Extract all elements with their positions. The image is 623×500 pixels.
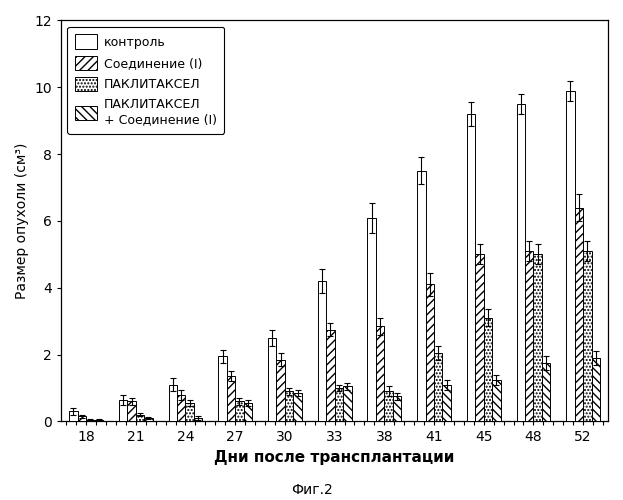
Legend: контроль, Соединение (I), ПАКЛИТАКСЕЛ, ПАКЛИТАКСЕЛ
+ Соединение (I): контроль, Соединение (I), ПАКЛИТАКСЕЛ, П… [67, 26, 224, 134]
Bar [244, 403, 252, 421]
Bar [78, 416, 86, 422]
Bar [169, 384, 177, 422]
Bar [566, 90, 574, 421]
Bar [144, 418, 153, 422]
Bar [492, 380, 501, 422]
Bar [218, 356, 227, 422]
Bar [483, 318, 492, 422]
Bar [467, 114, 475, 422]
Text: Фиг.2: Фиг.2 [290, 484, 333, 498]
Bar [326, 330, 335, 422]
Bar [86, 420, 95, 422]
Bar [136, 414, 144, 422]
Bar [592, 358, 600, 422]
Bar [277, 360, 285, 422]
Bar [442, 384, 451, 422]
Bar [95, 420, 103, 422]
Bar [127, 402, 136, 421]
Bar [417, 171, 426, 421]
Bar [384, 392, 392, 422]
Bar [194, 418, 202, 422]
Y-axis label: Размер опухоли (см³): Размер опухоли (см³) [15, 143, 29, 299]
Bar [177, 394, 186, 421]
Bar [542, 363, 550, 422]
Bar [376, 326, 384, 422]
Bar [533, 254, 542, 422]
Bar [268, 338, 277, 421]
Bar [368, 218, 376, 422]
Bar [516, 104, 525, 422]
Bar [583, 251, 592, 422]
Bar [69, 412, 78, 422]
Bar [426, 284, 434, 422]
Bar [293, 393, 302, 422]
Bar [227, 376, 235, 422]
Bar [318, 281, 326, 422]
Bar [574, 208, 583, 422]
Bar [235, 402, 244, 421]
Bar [119, 400, 127, 421]
Bar [343, 386, 351, 422]
Bar [335, 388, 343, 422]
Bar [392, 396, 401, 421]
Bar [434, 353, 442, 422]
Bar [475, 254, 483, 422]
Bar [525, 251, 533, 422]
Bar [186, 403, 194, 421]
X-axis label: Дни после трансплантации: Дни после трансплантации [214, 450, 455, 465]
Bar [285, 392, 293, 422]
